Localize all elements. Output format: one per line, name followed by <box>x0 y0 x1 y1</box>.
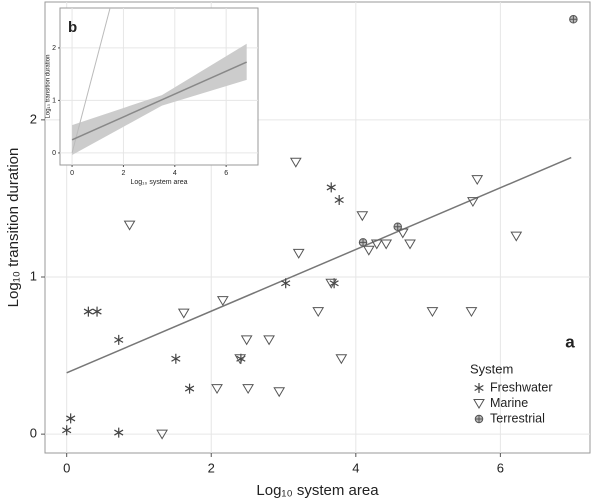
data-point <box>242 384 254 395</box>
fit-line <box>66 156 572 374</box>
data-point <box>370 239 383 250</box>
y-axis-label: Log₁₀ transition duration <box>46 55 52 119</box>
data-point <box>426 307 439 318</box>
panel-label: b <box>68 19 77 36</box>
legend-label: Marine <box>490 396 528 410</box>
x-tick-label: 0 <box>63 460 70 475</box>
data-point <box>66 413 76 424</box>
data-point <box>171 353 181 364</box>
data-point <box>240 335 253 346</box>
y-tick-label: 2 <box>52 45 56 52</box>
y-tick-label: 2 <box>30 111 37 126</box>
legend-marker <box>474 414 484 424</box>
data-point <box>114 334 124 345</box>
data-point <box>393 222 402 231</box>
data-point <box>292 248 305 259</box>
data-point <box>335 354 348 365</box>
legend-label: Terrestrial <box>490 411 545 425</box>
data-point <box>177 308 190 319</box>
data-point <box>123 220 136 231</box>
x-tick-label: 6 <box>497 460 504 475</box>
fit-line <box>71 61 248 141</box>
data-point <box>326 182 336 193</box>
legend-marker <box>474 383 484 393</box>
x-tick-label: 2 <box>121 170 125 177</box>
x-tick-label: 6 <box>224 170 228 177</box>
x-axis-label: Log₁₀ system area <box>256 482 379 499</box>
x-tick-label: 2 <box>208 460 215 475</box>
data-point <box>62 425 72 436</box>
data-point <box>358 238 368 247</box>
reference-line <box>71 7 111 154</box>
data-point <box>234 354 247 365</box>
data-point <box>211 384 223 395</box>
x-axis-label: Log₁₀ system area <box>130 179 187 186</box>
x-tick-label: 4 <box>173 170 177 177</box>
legend-title: System <box>470 361 513 376</box>
data-point <box>92 306 102 317</box>
data-point <box>83 306 93 317</box>
y-axis-label: Log₁₀ transition duration <box>5 148 22 308</box>
x-tick-label: 0 <box>70 170 74 177</box>
data-point <box>325 278 338 289</box>
legend-label: Freshwater <box>490 380 553 394</box>
data-point <box>404 239 416 250</box>
y-tick-label: 0 <box>30 426 37 441</box>
data-point <box>273 387 286 398</box>
data-point <box>356 211 369 222</box>
y-tick-label: 1 <box>30 268 37 283</box>
data-point <box>156 429 168 440</box>
data-point <box>263 335 275 346</box>
data-point <box>312 307 325 318</box>
data-point <box>467 197 479 208</box>
data-point <box>289 157 302 168</box>
data-point <box>281 278 291 289</box>
legend-marker <box>473 399 485 409</box>
data-point <box>396 228 409 239</box>
data-point <box>465 307 478 318</box>
confidence-band <box>72 43 247 156</box>
data-point <box>334 195 344 205</box>
data-point <box>216 296 229 307</box>
data-point <box>114 427 124 438</box>
data-point <box>380 239 393 250</box>
data-point <box>510 231 523 242</box>
data-point <box>569 15 578 24</box>
data-point <box>362 245 375 256</box>
y-tick-label: 0 <box>52 150 56 157</box>
panel-label: a <box>565 332 575 351</box>
data-point <box>471 175 484 186</box>
x-tick-label: 4 <box>352 460 359 475</box>
y-tick-label: 1 <box>52 97 56 104</box>
data-point <box>184 383 195 394</box>
